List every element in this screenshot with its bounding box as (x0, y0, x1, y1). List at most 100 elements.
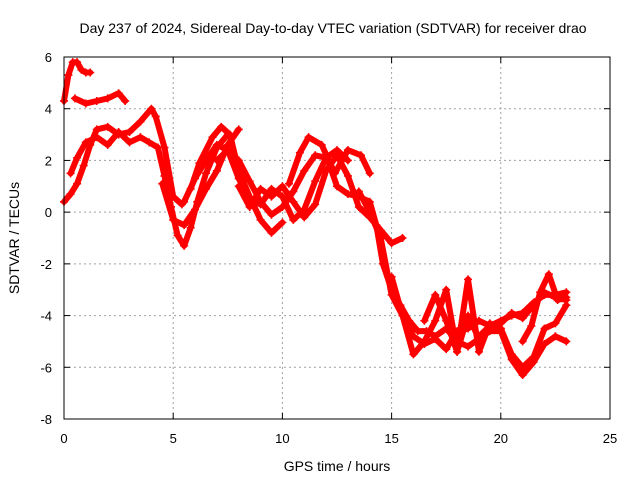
data-point-marker (114, 127, 123, 136)
data-point-marker (322, 151, 331, 160)
data-point-marker (343, 146, 352, 155)
data-point-marker (562, 337, 571, 346)
data-point-marker (92, 96, 101, 105)
data-point-marker (343, 190, 352, 199)
y-axis-label: SDTVAR / TECUs (6, 182, 22, 294)
data-point-marker (267, 192, 276, 201)
data-point-marker (103, 140, 112, 149)
data-point-marker (333, 151, 341, 160)
data-point-marker (234, 182, 243, 191)
data-point-marker (289, 215, 298, 224)
data-point-marker (125, 138, 134, 147)
data-point-marker (217, 122, 226, 131)
data-point-marker (551, 319, 560, 328)
data-point-marker (357, 151, 366, 160)
x-tick-label: 15 (384, 431, 398, 446)
data-point-marker (420, 316, 429, 325)
series-trace (181, 141, 330, 218)
data-point-marker (180, 221, 189, 230)
data-point-marker (442, 345, 451, 354)
data-point-marker (160, 171, 169, 180)
series-trace (61, 59, 94, 104)
data-point-marker (212, 166, 221, 175)
data-point-marker (81, 138, 90, 147)
data-point-marker (553, 296, 562, 305)
data-point-marker (86, 68, 95, 77)
data-point-marker (121, 96, 130, 105)
data-point-marker (267, 210, 276, 219)
data-point-marker (507, 350, 516, 359)
data-point-marker (278, 192, 287, 201)
chart-title: Day 237 of 2024, Sidereal Day-to-day VTE… (79, 20, 586, 36)
data-point-marker (387, 239, 396, 248)
data-point-marker (289, 197, 298, 206)
data-point-marker (518, 371, 527, 380)
data-point-marker (180, 241, 189, 250)
data-point-marker (333, 182, 341, 191)
y-tick-label: 6 (45, 50, 52, 65)
data-point-marker (420, 337, 429, 346)
data-point-marker (180, 197, 189, 206)
data-point-marker (464, 275, 473, 284)
x-tick-label: 0 (60, 431, 67, 446)
data-point-marker (474, 347, 483, 356)
data-point-marker (496, 324, 505, 333)
data-point-marker (431, 316, 440, 325)
data-point-marker (354, 187, 363, 196)
y-tick-label: -8 (40, 412, 52, 427)
data-point-marker (245, 177, 254, 186)
y-tick-label: 2 (45, 153, 52, 168)
data-point-marker (278, 218, 287, 227)
data-point-marker (151, 112, 160, 121)
data-point-marker (529, 352, 538, 361)
data-point-marker (173, 231, 182, 240)
data-point-marker (256, 184, 265, 193)
data-point-marker (485, 321, 494, 330)
data-point-marker (507, 308, 516, 317)
data-series (60, 58, 571, 380)
data-point-marker (278, 182, 287, 191)
series-7 (186, 122, 287, 237)
data-point-marker (256, 215, 265, 224)
data-point-marker (365, 208, 374, 217)
data-point-marker (158, 179, 167, 188)
data-point-marker (147, 104, 156, 113)
data-point-marker (343, 171, 352, 180)
data-point-marker (413, 327, 422, 336)
data-point-marker (311, 151, 320, 160)
data-point-marker (245, 202, 254, 211)
data-point-marker (66, 190, 75, 199)
data-point-marker (317, 140, 326, 149)
data-point-marker (234, 125, 243, 134)
data-point-marker (73, 58, 82, 67)
data-point-marker (114, 89, 123, 98)
data-point-marker (398, 311, 407, 320)
data-point-marker (453, 347, 462, 356)
data-point-marker (186, 184, 195, 193)
data-point-marker (70, 94, 79, 103)
data-point-marker (191, 205, 200, 214)
data-point-marker (551, 332, 560, 341)
data-point-marker (136, 133, 145, 142)
data-point-marker (103, 122, 112, 131)
data-point-marker (562, 301, 571, 310)
axis-ticks: 0 5 10 15 20 25 -8 -6 -4 -2 0 2 4 6 (40, 50, 617, 446)
data-point-marker (289, 187, 298, 196)
data-point-marker (64, 71, 73, 80)
y-tick-label: 4 (45, 102, 52, 117)
data-point-marker (223, 146, 232, 155)
data-point-marker (208, 133, 217, 142)
data-point-marker (311, 200, 320, 209)
data-point-marker (92, 133, 101, 142)
y-tick-label: 0 (45, 205, 52, 220)
data-point-marker (464, 342, 473, 351)
y-tick-label: -4 (40, 309, 52, 324)
data-point-marker (527, 321, 536, 330)
data-point-marker (136, 117, 145, 126)
data-point-marker (225, 130, 234, 139)
series-trace (421, 291, 570, 378)
data-point-marker (73, 153, 82, 162)
data-point-marker (354, 202, 363, 211)
data-point-marker (153, 143, 162, 152)
